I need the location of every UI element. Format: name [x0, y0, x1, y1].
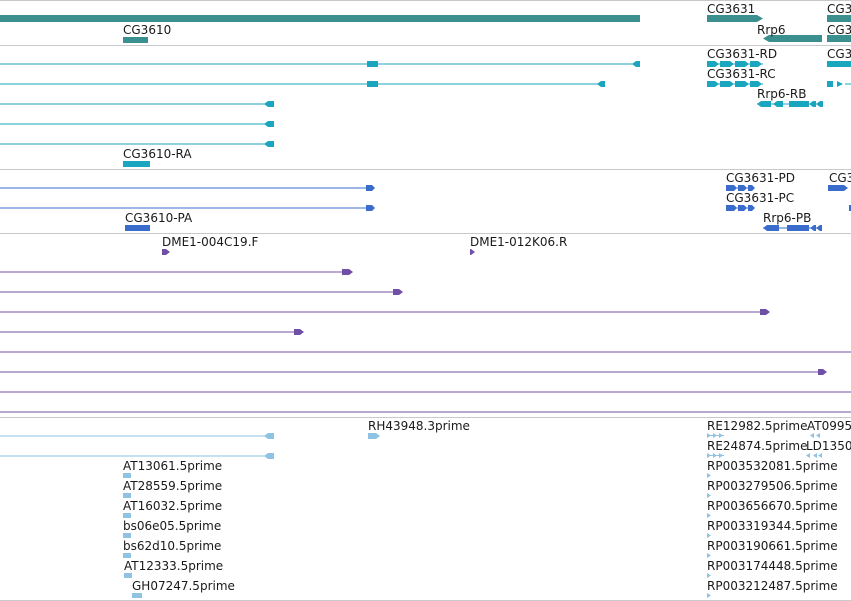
gene-glyph-CG3631[interactable] — [707, 15, 763, 22]
est-glyph-AT0995-clipped[interactable] — [806, 433, 822, 458]
transcript-label-CG3631-RD: CG3631-RD — [707, 47, 778, 61]
est-label-RE12982.5prime: RE12982.5prime — [707, 419, 808, 433]
est-label-bs62d10.5prime: bs62d10.5prime — [123, 539, 222, 553]
transcript-glyph-row3[interactable] — [0, 101, 274, 107]
track-separator — [0, 0, 851, 1]
clone-glyph-row3[interactable] — [0, 309, 770, 315]
est-glyph-bs62d10.5prime[interactable] — [123, 553, 131, 558]
gene-label-CG3610: CG3610 — [123, 23, 172, 37]
est-label-GH07247.5prime: GH07247.5prime — [132, 579, 235, 593]
est-label-AT0995-clipped: AT0995 — [807, 419, 851, 433]
est-label-RE24874.5prime: RE24874.5prime — [707, 439, 808, 453]
est-glyph-AT13061.5prime[interactable] — [123, 473, 131, 478]
transcript-label-CG3631-RC: CG3631-RC — [707, 67, 776, 81]
est-glyph-row1[interactable] — [0, 433, 274, 439]
gene-glyph-CG3-clipped-bottom[interactable] — [827, 35, 851, 42]
est-glyph-RE12982.5prime[interactable] — [707, 453, 724, 458]
transcript-glyph-Rrp6-RB[interactable] — [757, 101, 823, 107]
est-label-AT28559.5prime: AT28559.5prime — [123, 479, 223, 493]
transcript-glyph-row2[interactable] — [0, 81, 605, 87]
transcript-label-CG3-clipped: CG3 — [827, 47, 851, 61]
est-glyph-RP003656670.5prime[interactable] — [707, 513, 711, 518]
ests-track — [0, 433, 822, 598]
est-label-RP003212487.5prime: RP003212487.5prime — [707, 579, 838, 593]
clone-glyph-row1[interactable] — [0, 269, 353, 275]
transcript-glyph-CG3610-RA[interactable] — [123, 161, 150, 167]
transcripts-track — [0, 61, 851, 167]
gene-label-CG3631: CG3631 — [707, 2, 756, 16]
transcript-glyph-CG3631-RC[interactable] — [707, 81, 763, 87]
protein-label-CG3631-PC: CG3631-PC — [726, 191, 795, 205]
protein-glyph-row1[interactable] — [0, 185, 375, 191]
est-glyph-RP003212487.5prime[interactable] — [707, 593, 711, 598]
clone-glyph-DME1-012K06.R[interactable] — [470, 249, 475, 255]
est-label-AT12333.5prime: AT12333.5prime — [124, 559, 224, 573]
clone-glyph-row2[interactable] — [0, 289, 403, 295]
protein-label-Rrp6-PB: Rrp6-PB — [763, 211, 812, 225]
est-label-RP003656670.5prime: RP003656670.5prime — [707, 499, 838, 513]
gene-glyph-CG3-clipped-top[interactable] — [827, 15, 851, 22]
transcript-label-CG3610-RA: CG3610-RA — [123, 147, 192, 161]
genes-track — [0, 15, 851, 43]
clones-track — [0, 249, 851, 413]
est-glyph-RP003174448.5prime[interactable] — [707, 573, 711, 578]
protein-label-CG3-clipped: CG3 — [829, 171, 851, 185]
est-label-AT16032.5prime: AT16032.5prime — [123, 499, 223, 513]
protein-glyph-CG3-clipped[interactable] — [828, 185, 851, 211]
gene-label-Rrp6: Rrp6 — [757, 23, 786, 37]
est-glyph-RP003279506.5prime[interactable] — [707, 493, 711, 498]
est-glyph-RP003190661.5prime[interactable] — [707, 553, 711, 558]
est-label-RP003190661.5prime: RP003190661.5prime — [707, 539, 838, 553]
transcript-glyph-row4[interactable] — [0, 121, 274, 127]
est-glyph-AT28559.5prime[interactable] — [123, 493, 131, 498]
track-separator — [0, 233, 851, 234]
gene-glyph-Rrp6[interactable] — [763, 35, 822, 42]
transcript-label-Rrp6-RB: Rrp6-RB — [757, 87, 807, 101]
protein-label-CG3610-PA: CG3610-PA — [125, 211, 193, 225]
est-glyph-bs06e05.5prime[interactable] — [123, 533, 131, 538]
est-glyph-AT16032.5prime[interactable] — [123, 513, 131, 518]
track-separator — [0, 169, 851, 170]
est-label-RP003279506.5prime: RP003279506.5prime — [707, 479, 838, 493]
clone-glyph-DME1-004C19.F[interactable] — [162, 249, 170, 255]
gene-glyph-left-span[interactable] — [0, 15, 640, 22]
est-glyph-RE24874.5prime[interactable] — [707, 433, 724, 438]
transcript-glyph-CG3631-RD[interactable] — [707, 61, 763, 67]
transcript-glyph-row5[interactable] — [0, 141, 274, 147]
protein-glyph-CG3631-PC[interactable] — [726, 205, 755, 211]
proteins-track — [0, 185, 851, 231]
est-label-RP003319344.5prime: RP003319344.5prime — [707, 519, 838, 533]
clone-glyph-row4[interactable] — [0, 329, 304, 335]
est-glyph-AT12333.5prime[interactable] — [124, 573, 132, 578]
est-label-AT13061.5prime: AT13061.5prime — [123, 459, 223, 473]
est-glyph-GH07247.5prime[interactable] — [132, 593, 142, 598]
est-label-RH43948.3prime: RH43948.3prime — [368, 419, 470, 433]
est-label-LD1350-clipped: LD1350 — [806, 439, 851, 453]
clone-glyph-row6[interactable] — [0, 369, 827, 375]
transcript-glyph-CG3-clipped[interactable] — [827, 61, 851, 87]
est-label-RP003532081.5prime: RP003532081.5prime — [707, 459, 838, 473]
protein-label-CG3631-PD: CG3631-PD — [726, 171, 796, 185]
est-glyph-RP003532081.5prime[interactable] — [707, 473, 711, 478]
gene-label-CG3-clipped-top: CG3 — [827, 2, 851, 16]
est-label-bs06e05.5prime: bs06e05.5prime — [123, 519, 222, 533]
gene-glyph-CG3610[interactable] — [123, 37, 148, 43]
protein-glyph-CG3631-PD[interactable] — [726, 185, 755, 191]
est-glyph-RH43948.3prime[interactable] — [368, 433, 380, 439]
gene-label-CG3-clipped-bottom: CG3 — [827, 23, 851, 37]
clone-label-DME1-004C19.F: DME1-004C19.F — [162, 235, 259, 249]
est-label-RP003174448.5prime: RP003174448.5prime — [707, 559, 838, 573]
track-separator — [0, 45, 851, 46]
est-glyph-row2[interactable] — [0, 453, 274, 459]
track-separator — [0, 417, 851, 418]
protein-glyph-row2[interactable] — [0, 205, 375, 211]
protein-glyph-Rrp6-PB[interactable] — [763, 225, 822, 231]
transcript-glyph-row1[interactable] — [0, 61, 640, 67]
protein-glyph-CG3610-PA[interactable] — [125, 225, 150, 231]
clone-label-DME1-012K06.R: DME1-012K06.R — [470, 235, 568, 249]
est-glyph-RP003319344.5prime[interactable] — [707, 533, 711, 538]
